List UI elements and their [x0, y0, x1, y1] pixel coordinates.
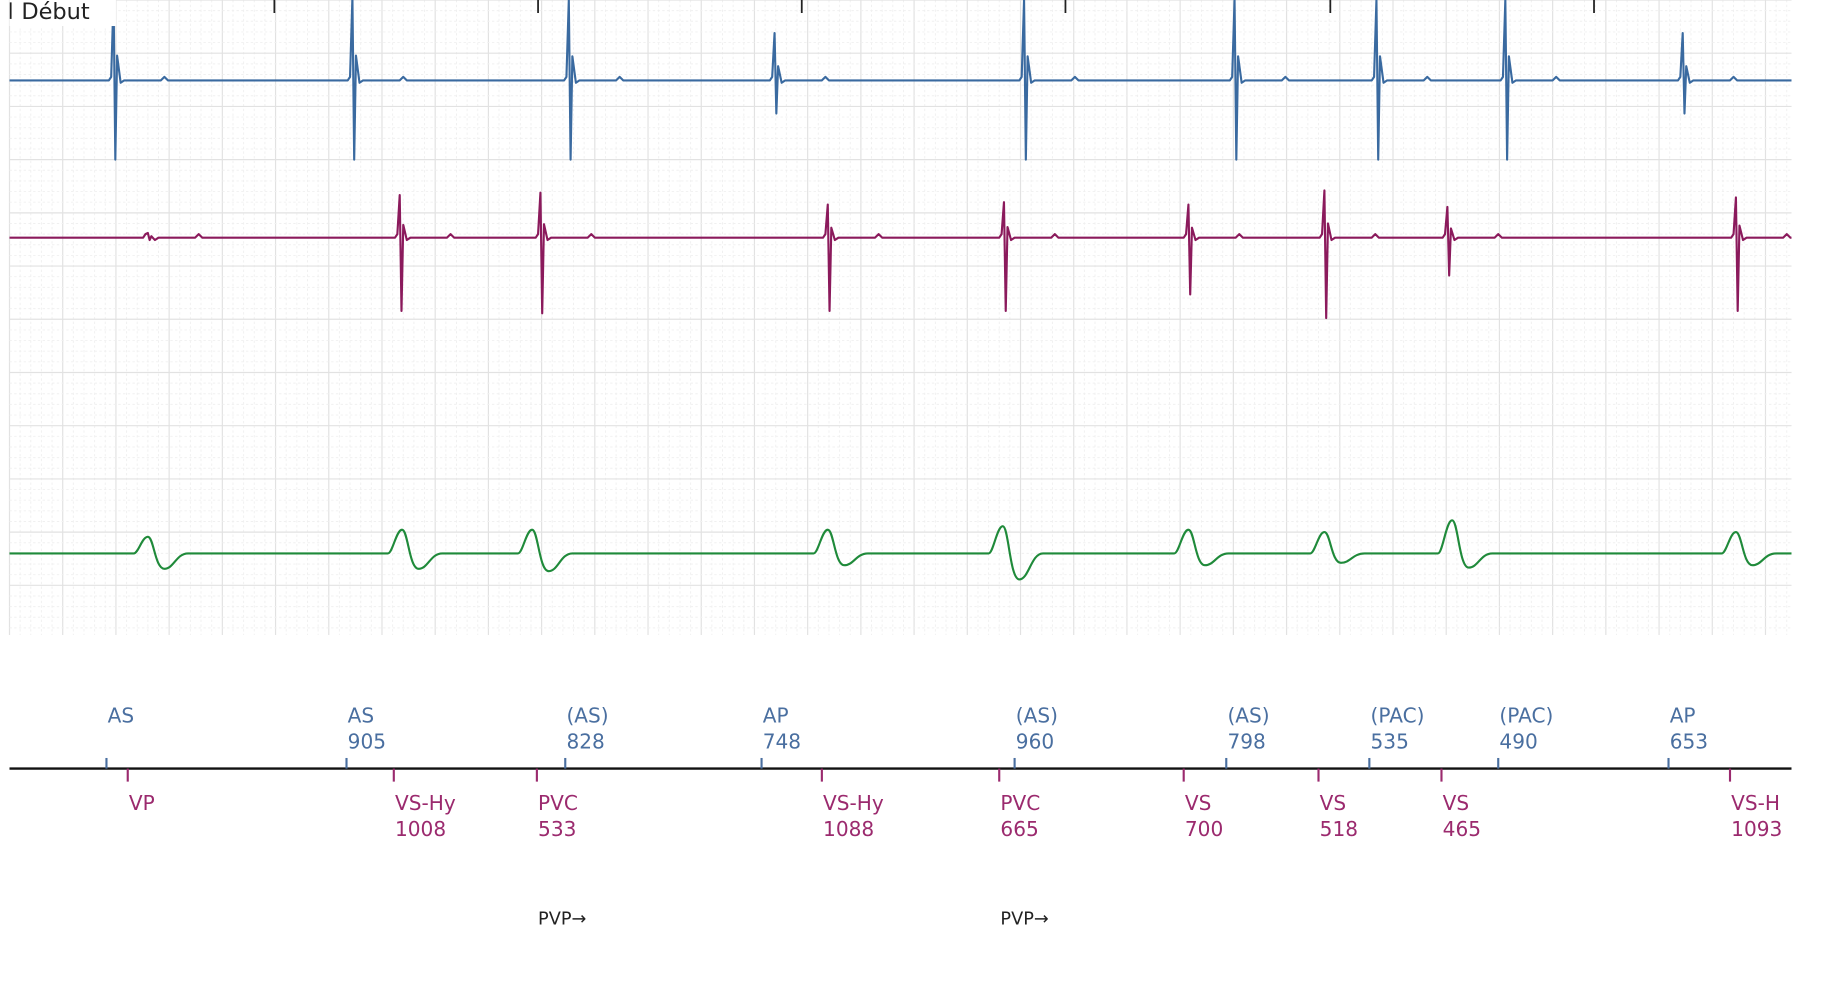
atrial-interval: 828: [566, 730, 604, 754]
egm-trace: [9, 189, 1792, 320]
atrial-label: AS: [348, 703, 375, 727]
ventricular-interval: 1008: [395, 817, 446, 841]
atrial-interval: 798: [1227, 730, 1265, 754]
egm-trace: [9, 0, 1792, 161]
ventricular-label: PVC: [1000, 791, 1040, 815]
atrial-interval: 535: [1371, 730, 1409, 754]
ventricular-label: VS: [1320, 791, 1347, 815]
ventricular-label: VS-H: [1731, 791, 1780, 815]
atrial-interval: 905: [348, 730, 386, 754]
ventricular-label: VS: [1443, 791, 1470, 815]
atrial-interval: 490: [1499, 730, 1537, 754]
waveforms: [9, 0, 1792, 581]
ventricular-interval: 1088: [823, 817, 874, 841]
ventricular-label: VS: [1185, 791, 1212, 815]
ventricular-interval: 518: [1320, 817, 1358, 841]
annotation: PVP→: [1000, 910, 1048, 930]
atrial-label: (AS): [1016, 703, 1058, 727]
grid: [8, 0, 1792, 635]
start-label: Début: [21, 0, 90, 25]
label-bg: [9, 0, 116, 27]
ventricular-label: PVC: [538, 791, 578, 815]
atrial-interval: 653: [1670, 730, 1708, 754]
ventricular-interval: 1093: [1731, 817, 1782, 841]
atrial-interval: 748: [763, 730, 801, 754]
atrial-label: (PAC): [1371, 703, 1425, 727]
annotation: PVP→: [538, 910, 586, 930]
atrial-label: (AS): [1227, 703, 1269, 727]
ventricular-interval: 665: [1000, 817, 1038, 841]
atrial-label: AP: [763, 703, 789, 727]
ventricular-label: VS-Hy: [395, 791, 456, 815]
ventricular-interval: 533: [538, 817, 576, 841]
atrial-interval: 960: [1016, 730, 1054, 754]
ventricular-interval: 700: [1185, 817, 1223, 841]
atrial-label: AS: [108, 703, 135, 727]
atrial-label: (AS): [566, 703, 608, 727]
ventricular-label: VP: [129, 791, 155, 815]
atrial-label: AP: [1670, 703, 1696, 727]
markers: AS AS 905 (AS) 828 AP 748 (AS) 960 (AS) 798 (PAC) 53…: [105, 703, 1782, 930]
ventricular-interval: 465: [1443, 817, 1481, 841]
egm-trace: [9, 519, 1792, 581]
ventricular-label: VS-Hy: [823, 791, 884, 815]
atrial-label: (PAC): [1499, 703, 1553, 727]
